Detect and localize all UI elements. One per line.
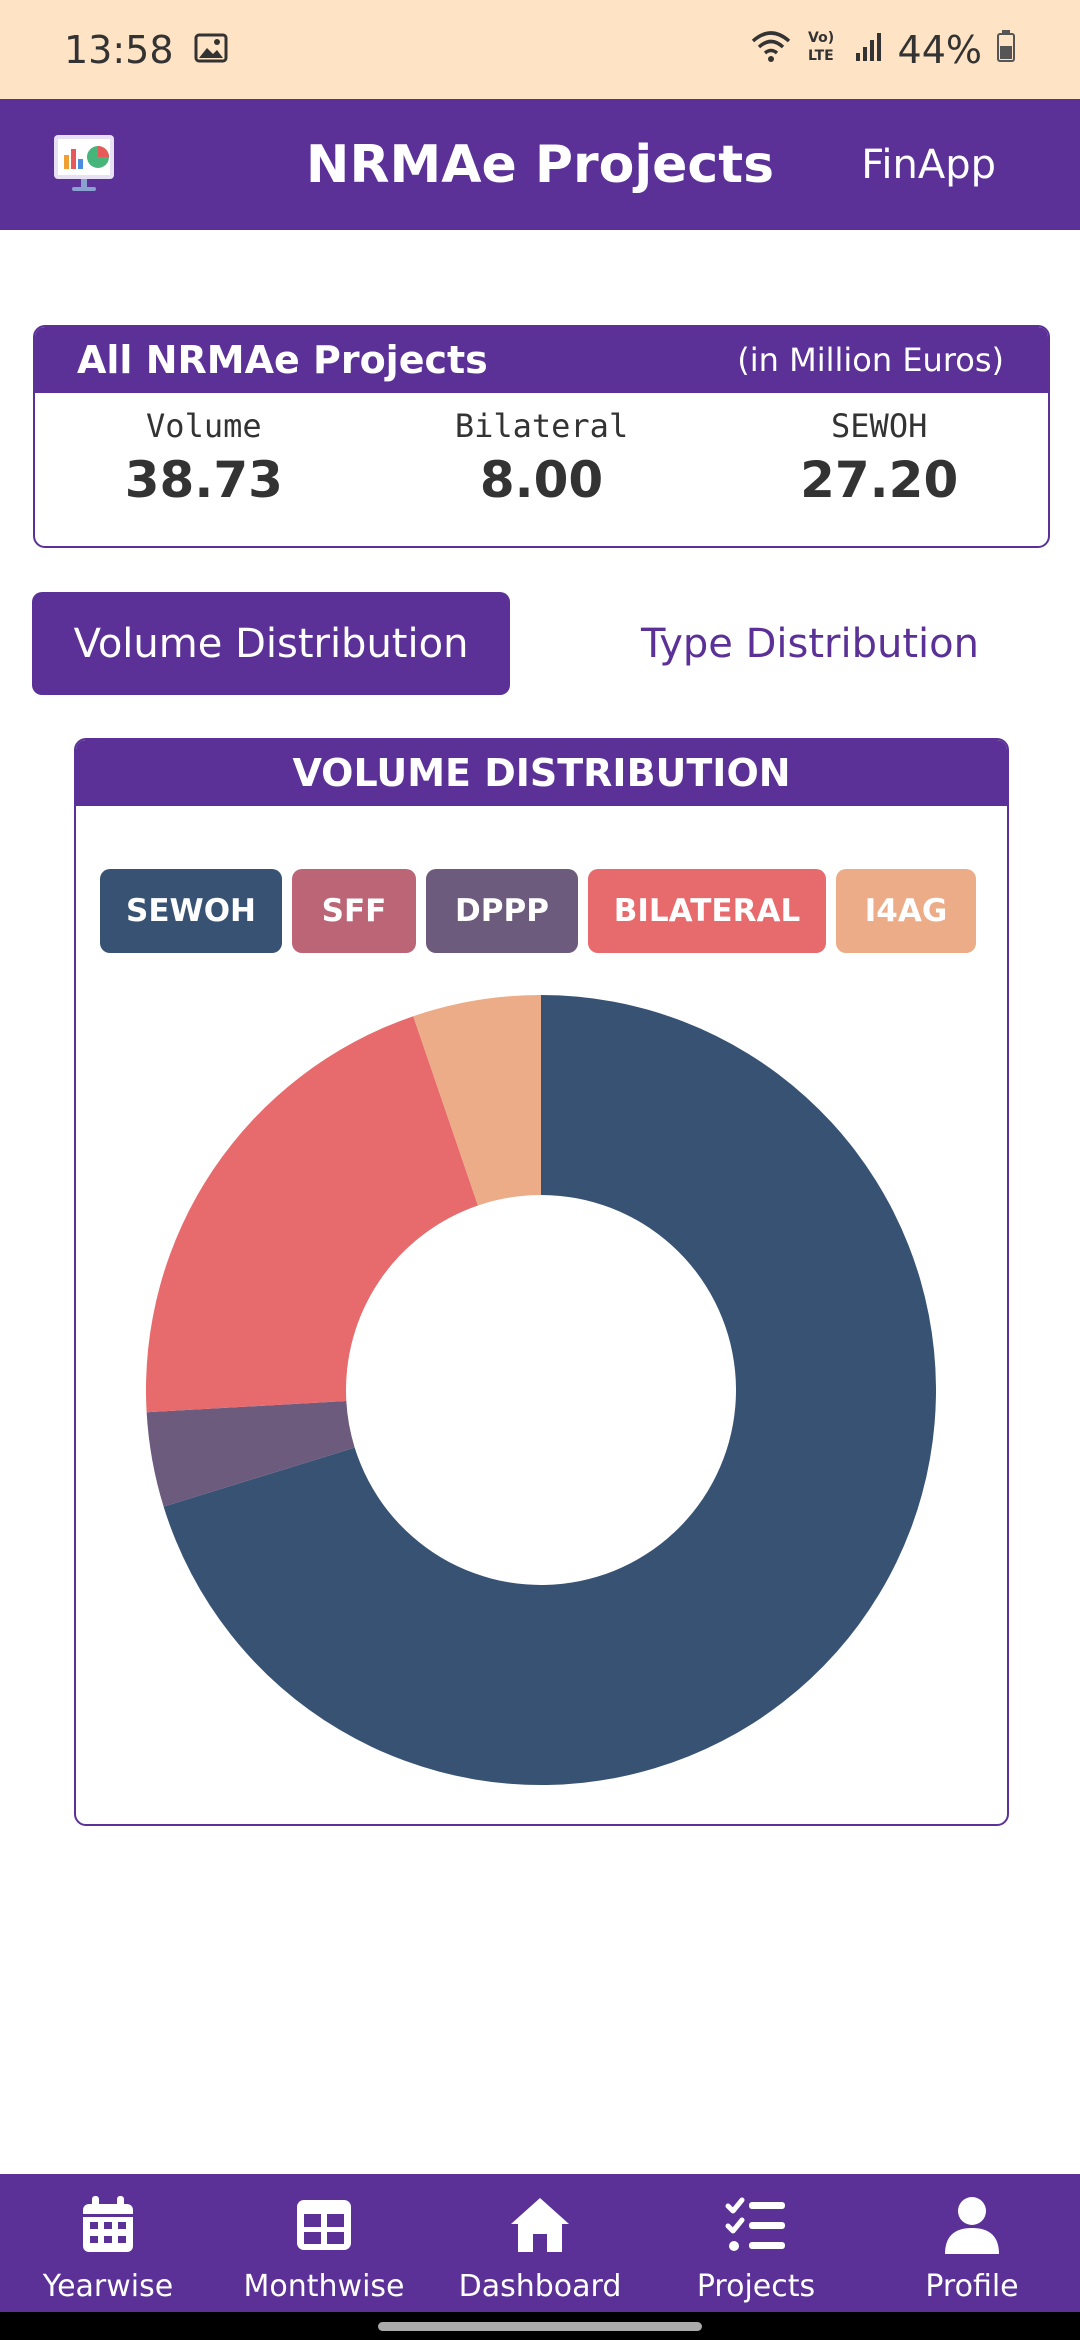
donut-chart xyxy=(146,995,936,1785)
presentation-chart-icon xyxy=(52,133,116,193)
nav-item-projects[interactable]: Projects xyxy=(648,2174,864,2312)
stat-label: Bilateral xyxy=(454,407,629,445)
svg-text:LTE: LTE xyxy=(808,48,834,63)
battery-icon xyxy=(996,28,1016,72)
tab-type-distribution[interactable]: Type Distribution xyxy=(641,620,979,667)
summary-card: All NRMAe Projects (in Million Euros) Vo… xyxy=(33,325,1050,548)
stat-label: SEWOH xyxy=(831,407,928,445)
tab-volume-distribution[interactable]: Volume Distribution xyxy=(32,592,510,695)
summary-stats: Volume 38.73 Bilateral 8.00 SEWOH 27.20 xyxy=(35,393,1048,546)
wifi-icon xyxy=(750,28,792,72)
chart-card: VOLUME DISTRIBUTION SEWOH SFF DPPP BILAT… xyxy=(74,738,1009,1826)
stat-value: 38.73 xyxy=(124,451,283,509)
page-title: NRMAe Projects xyxy=(305,134,775,195)
chart-title: VOLUME DISTRIBUTION xyxy=(76,740,1007,806)
stat-label: Volume xyxy=(146,407,262,445)
calendar-icon xyxy=(75,2192,141,2263)
nav-label: Yearwise xyxy=(42,2269,174,2304)
legend-chip-dppp[interactable]: DPPP xyxy=(426,869,578,953)
legend-chip-i4ag[interactable]: I4AG xyxy=(836,869,976,953)
stat-volume: Volume 38.73 xyxy=(35,393,373,546)
battery-text: 44% xyxy=(897,27,982,72)
volte-icon: Vo) LTE xyxy=(806,27,840,72)
brand-label: FinApp xyxy=(861,141,996,188)
legend-chip-bilateral[interactable]: BILATERAL xyxy=(588,869,826,953)
stat-value: 8.00 xyxy=(479,451,604,509)
nav-label: Profile xyxy=(925,2269,1019,2304)
stat-bilateral: Bilateral 8.00 xyxy=(373,393,711,546)
donut-slice-sewoh[interactable] xyxy=(163,995,936,1785)
bottom-nav: Yearwise Monthwise Dashboard Projects Pr… xyxy=(0,2174,1080,2312)
stat-value: 27.20 xyxy=(800,451,959,509)
donut-slice-dppp[interactable] xyxy=(146,1400,355,1507)
home-gesture-handle[interactable] xyxy=(378,2322,702,2331)
app-bar: NRMAe Projects FinApp xyxy=(0,99,1080,230)
checklist-icon xyxy=(723,2192,789,2263)
signal-icon xyxy=(854,28,884,72)
donut-slice-i4ag[interactable] xyxy=(413,995,541,1206)
status-time: 13:58 xyxy=(64,27,174,72)
table-icon xyxy=(291,2192,357,2263)
nav-item-profile[interactable]: Profile xyxy=(864,2174,1080,2312)
nav-label: Dashboard xyxy=(458,2269,622,2304)
user-icon xyxy=(939,2192,1005,2263)
svg-text:Vo): Vo) xyxy=(808,30,834,46)
nav-label: Monthwise xyxy=(243,2269,405,2304)
summary-header: All NRMAe Projects (in Million Euros) xyxy=(35,327,1048,393)
nav-label: Projects xyxy=(696,2269,816,2304)
stat-sewoh: SEWOH 27.20 xyxy=(710,393,1048,546)
chart-legend: SEWOH SFF DPPP BILATERAL I4AG xyxy=(100,869,983,953)
donut-slice-bilateral[interactable] xyxy=(146,1016,478,1413)
summary-title: All NRMAe Projects xyxy=(77,338,488,382)
summary-unit: (in Million Euros) xyxy=(737,341,1004,379)
nav-item-yearwise[interactable]: Yearwise xyxy=(0,2174,216,2312)
home-icon xyxy=(507,2192,573,2263)
legend-chip-sewoh[interactable]: SEWOH xyxy=(100,869,282,953)
gesture-bar xyxy=(0,2312,1080,2340)
status-bar: 13:58 Vo) LTE 44% xyxy=(0,0,1080,99)
nav-item-monthwise[interactable]: Monthwise xyxy=(216,2174,432,2312)
legend-chip-sff[interactable]: SFF xyxy=(292,869,416,953)
nav-item-dashboard[interactable]: Dashboard xyxy=(432,2174,648,2312)
image-icon xyxy=(194,28,228,72)
